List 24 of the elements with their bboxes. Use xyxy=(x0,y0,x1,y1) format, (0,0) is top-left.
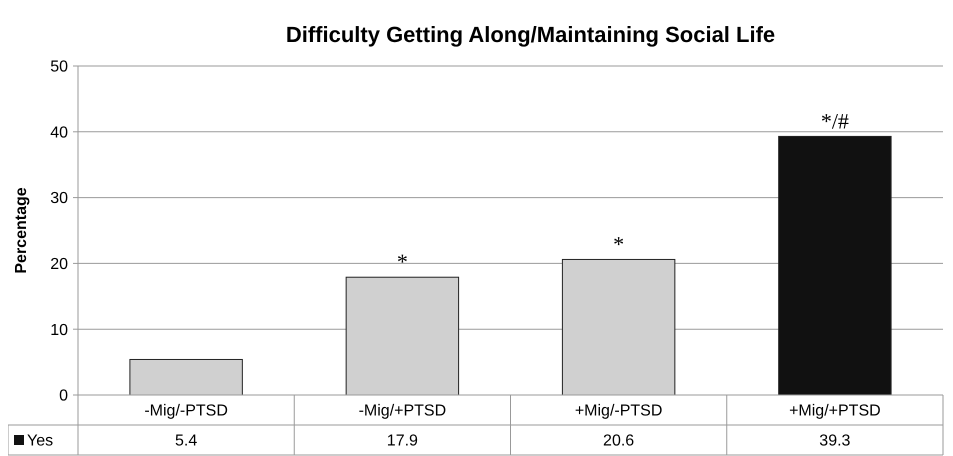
data-label: 17.9 xyxy=(386,432,418,450)
y-tick-label: 0 xyxy=(59,388,68,405)
y-tick-label: 50 xyxy=(50,58,68,76)
bar xyxy=(129,358,243,396)
bar xyxy=(778,136,892,396)
chart-title: Difficulty Getting Along/Maintaining Social Life xyxy=(286,22,776,47)
y-tick-label: 20 xyxy=(50,256,68,273)
annotation: * xyxy=(613,231,624,256)
y-tick-label: 40 xyxy=(50,124,68,142)
x-tick-label: +Mig/+PTSD xyxy=(789,402,881,420)
data-label: 5.4 xyxy=(175,432,198,450)
data-label: 39.3 xyxy=(819,432,851,450)
y-tick-label: 30 xyxy=(50,190,68,208)
x-tick-label: -Mig/-PTSD xyxy=(144,402,228,420)
data-label: 20.6 xyxy=(603,432,634,450)
y-axis-title: Percentage xyxy=(13,187,30,274)
x-tick-label: +Mig/-PTSD xyxy=(574,402,662,420)
bar xyxy=(346,276,460,396)
annotation: */# xyxy=(820,108,849,134)
x-tick-label: -Mig/+PTSD xyxy=(358,402,446,420)
y-tick-label: 10 xyxy=(50,322,68,339)
bar xyxy=(562,258,676,396)
annotation: * xyxy=(396,249,408,274)
legend-label: Yes xyxy=(27,432,54,450)
